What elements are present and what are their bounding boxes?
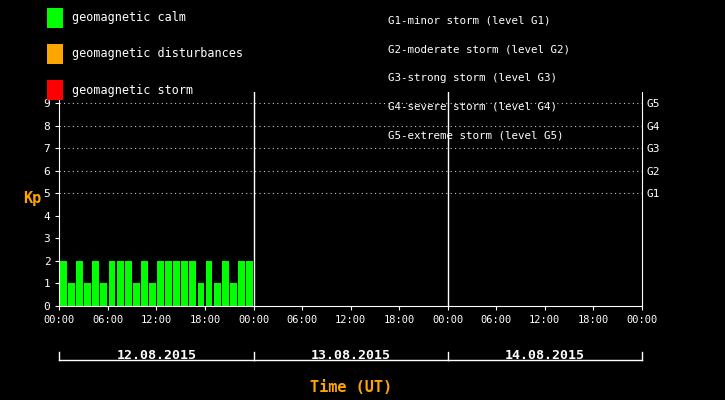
Bar bbox=[60, 261, 67, 306]
Text: geomagnetic disturbances: geomagnetic disturbances bbox=[72, 48, 243, 60]
Bar bbox=[141, 261, 148, 306]
Bar bbox=[197, 284, 204, 306]
Bar bbox=[149, 284, 156, 306]
Bar bbox=[214, 284, 220, 306]
Bar bbox=[133, 284, 140, 306]
Text: G3-strong storm (level G3): G3-strong storm (level G3) bbox=[388, 73, 557, 83]
Bar bbox=[68, 284, 75, 306]
Text: G2-moderate storm (level G2): G2-moderate storm (level G2) bbox=[388, 44, 570, 54]
Bar bbox=[238, 261, 245, 306]
Bar bbox=[222, 261, 228, 306]
Bar bbox=[84, 284, 91, 306]
Text: 13.08.2015: 13.08.2015 bbox=[310, 349, 391, 362]
Text: geomagnetic storm: geomagnetic storm bbox=[72, 84, 193, 96]
Bar bbox=[157, 261, 164, 306]
Bar bbox=[181, 261, 188, 306]
Bar bbox=[117, 261, 123, 306]
Bar bbox=[76, 261, 83, 306]
Bar bbox=[109, 261, 115, 306]
Y-axis label: Kp: Kp bbox=[23, 192, 41, 206]
Bar bbox=[92, 261, 99, 306]
Bar bbox=[206, 261, 212, 306]
Bar bbox=[101, 284, 107, 306]
Text: geomagnetic calm: geomagnetic calm bbox=[72, 12, 186, 24]
Text: 14.08.2015: 14.08.2015 bbox=[505, 349, 584, 362]
Text: 12.08.2015: 12.08.2015 bbox=[117, 349, 196, 362]
Bar bbox=[230, 284, 237, 306]
Text: Time (UT): Time (UT) bbox=[310, 380, 392, 395]
Text: G5-extreme storm (level G5): G5-extreme storm (level G5) bbox=[388, 130, 563, 140]
Text: G4-severe storm (level G4): G4-severe storm (level G4) bbox=[388, 102, 557, 112]
Bar bbox=[189, 261, 196, 306]
Bar bbox=[165, 261, 172, 306]
Bar bbox=[173, 261, 180, 306]
Bar bbox=[125, 261, 132, 306]
Bar bbox=[246, 261, 253, 306]
Text: G1-minor storm (level G1): G1-minor storm (level G1) bbox=[388, 15, 550, 25]
